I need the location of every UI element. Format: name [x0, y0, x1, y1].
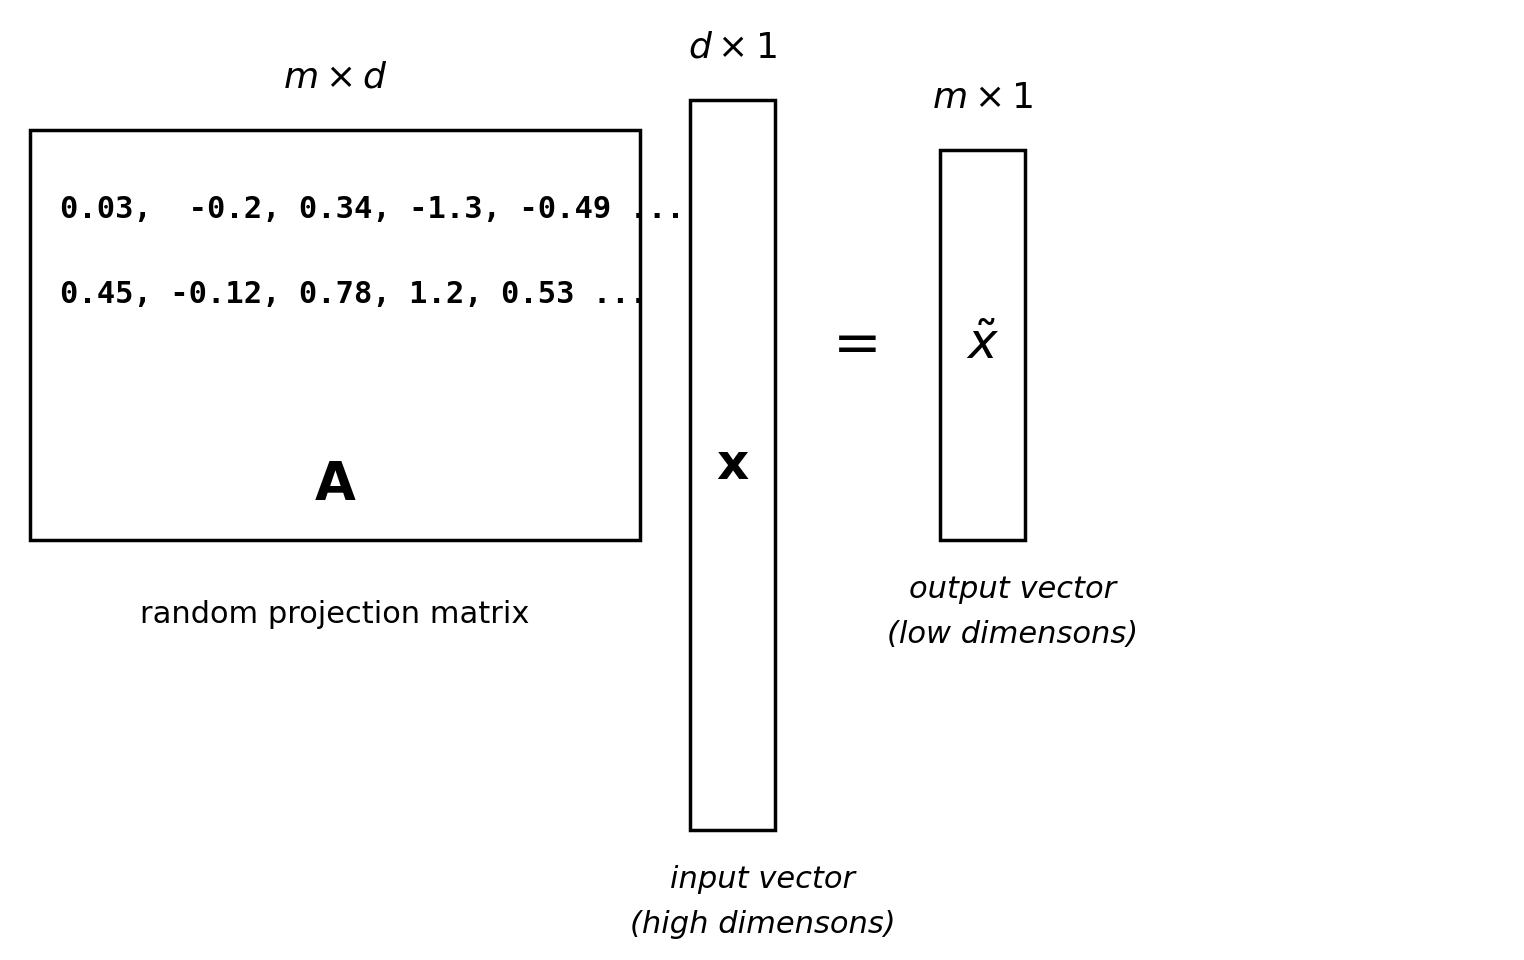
Text: 0.45, -0.12, 0.78, 1.2, 0.53 ...: 0.45, -0.12, 0.78, 1.2, 0.53 ...	[59, 280, 648, 309]
Text: $m \times 1$: $m \times 1$	[931, 81, 1033, 115]
Text: $\tilde{x}$: $\tilde{x}$	[966, 321, 1000, 370]
Text: input vector: input vector	[671, 865, 855, 894]
Text: (high dimensons): (high dimensons)	[629, 910, 895, 939]
Text: $m \times d$: $m \times d$	[282, 61, 387, 95]
Text: (low dimensons): (low dimensons)	[887, 620, 1138, 649]
Text: A: A	[314, 459, 355, 511]
Text: $d \times 1$: $d \times 1$	[687, 31, 777, 65]
Text: x: x	[716, 441, 748, 489]
Text: output vector: output vector	[908, 575, 1116, 604]
Text: 0.03,  -0.2, 0.34, -1.3, -0.49 ...: 0.03, -0.2, 0.34, -1.3, -0.49 ...	[59, 195, 684, 224]
Text: =: =	[834, 317, 882, 373]
Text: random projection matrix: random projection matrix	[140, 600, 530, 629]
